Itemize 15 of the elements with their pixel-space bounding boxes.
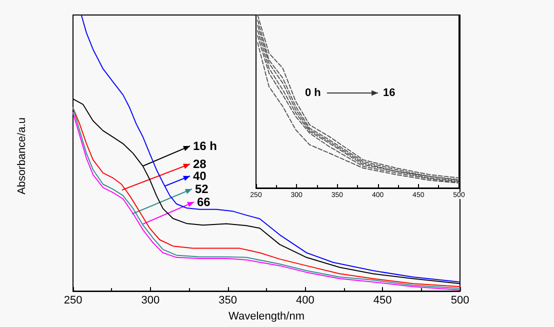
- legend-label: 66: [197, 195, 211, 209]
- x-tick-label: 450: [373, 294, 392, 307]
- legend-label: 40: [193, 169, 207, 183]
- x-tick-label: 350: [218, 294, 237, 307]
- x-axis-title: Wavelength/nm: [228, 310, 305, 322]
- annotation: 16: [383, 87, 396, 99]
- x-tick-label: 400: [296, 294, 314, 307]
- legend-label: 16 h: [193, 139, 218, 153]
- annotation: 0 h: [305, 87, 322, 99]
- legend-label: 28: [193, 157, 207, 171]
- legend-label: 52: [195, 182, 209, 196]
- x-tick-label: 250: [64, 294, 82, 307]
- y-axis-title: Absorbance/a.u: [16, 117, 28, 195]
- x-tick-label: 300: [141, 294, 160, 307]
- x-tick-label: 500: [450, 294, 470, 307]
